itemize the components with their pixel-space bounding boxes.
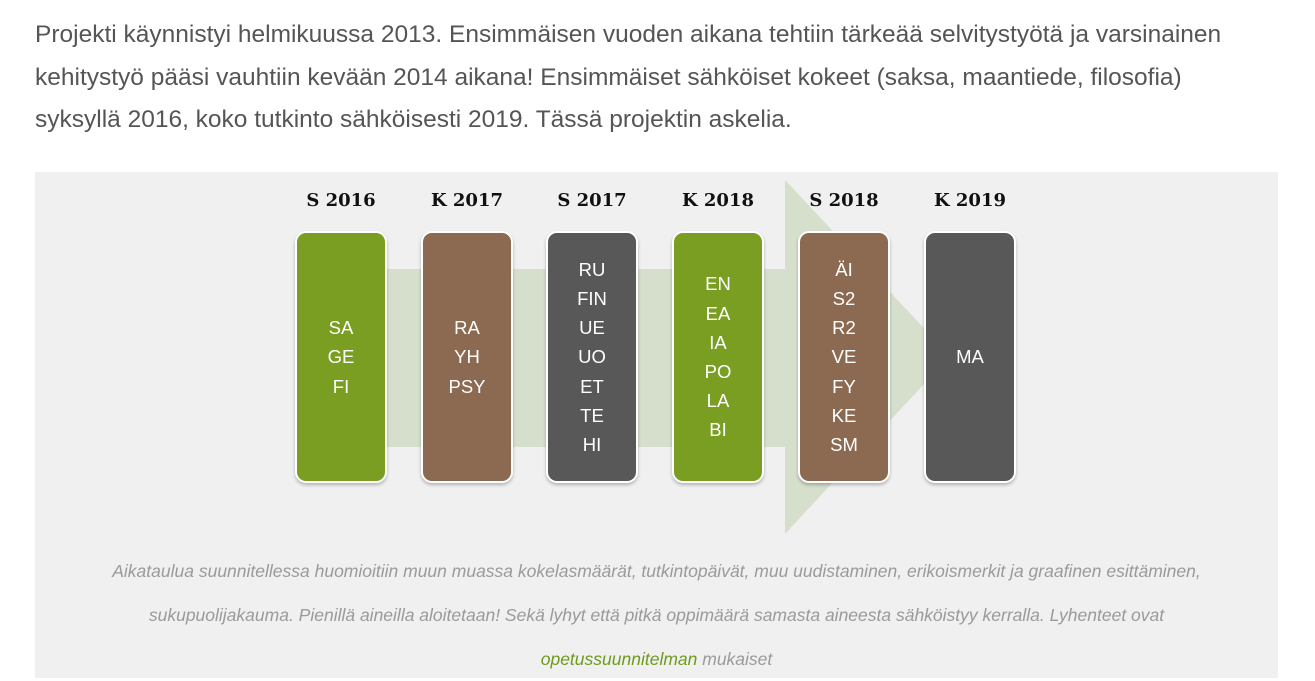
timeline-step-box: EN EA IA PO LA BI: [672, 231, 764, 483]
subject-code: FI: [332, 375, 350, 397]
subject-code: RA: [454, 317, 480, 339]
subject-code: ET: [580, 375, 604, 397]
subject-code: MA: [956, 346, 984, 368]
timeline-period-label: S 2018: [809, 190, 879, 211]
subject-code: EA: [705, 302, 731, 324]
subject-code: IA: [709, 331, 727, 353]
timeline-period-label: K 2018: [681, 190, 754, 211]
timeline-figure: S 2016 SA GE FI K 2017 RA YH PSY S 2017 RU FIN UE UO…: [35, 172, 1278, 678]
subject-code: VE: [831, 346, 857, 368]
intro-paragraph: Projekti käynnistyi helmikuussa 2013. En…: [35, 21, 1222, 133]
subject-code: UE: [579, 317, 605, 339]
subject-code: UO: [578, 346, 606, 368]
curriculum-link[interactable]: opetussuunnitelman: [540, 649, 698, 669]
subject-code: KE: [831, 404, 857, 426]
subject-code: YH: [454, 346, 480, 368]
caption-line-3: opetussuunnitelman mukaiset: [35, 637, 1278, 681]
subject-code: LA: [706, 390, 730, 412]
timeline-step-box: MA: [924, 231, 1016, 483]
subject-code: FY: [832, 375, 856, 397]
subject-code: SA: [328, 317, 354, 339]
timeline-step-box: ÄI S2 R2 VE FY KE SM: [798, 231, 890, 483]
figure-caption: Aikataulua suunnitellessa huomioitiin mu…: [35, 549, 1278, 681]
subject-code: R2: [832, 317, 856, 339]
caption-line-2: sukupuolijakauma. Pienillä aineilla aloi…: [148, 605, 1165, 625]
subject-code: HI: [582, 434, 602, 455]
subject-code: TE: [580, 404, 604, 426]
timeline-step-box: SA GE FI: [295, 231, 387, 483]
timeline-period-label: S 2017: [557, 190, 627, 211]
subject-code: PO: [704, 361, 732, 382]
caption-suffix: mukaiset: [697, 649, 773, 669]
timeline-step-box: RU FIN UE UO ET TE HI: [546, 231, 638, 483]
subject-code: PSY: [448, 375, 486, 397]
timeline-period-label: K 2017: [430, 190, 503, 211]
subject-code: RU: [578, 258, 606, 280]
subject-code: SM: [830, 434, 858, 455]
subject-code: FIN: [577, 287, 607, 309]
timeline-period-label: S 2016: [306, 190, 376, 211]
timeline-arrow-graphic: [387, 180, 950, 534]
subject-code: S2: [832, 287, 856, 309]
timeline-step-box: RA YH PSY: [421, 231, 513, 483]
subject-code: EN: [705, 273, 731, 295]
timeline-period-label: K 2019: [933, 190, 1006, 211]
subject-code: GE: [327, 346, 355, 368]
subject-code: BI: [709, 419, 727, 441]
caption-line-1: Aikataulua suunnitellessa huomioitiin mu…: [112, 561, 1201, 581]
subject-code: ÄI: [835, 258, 853, 280]
